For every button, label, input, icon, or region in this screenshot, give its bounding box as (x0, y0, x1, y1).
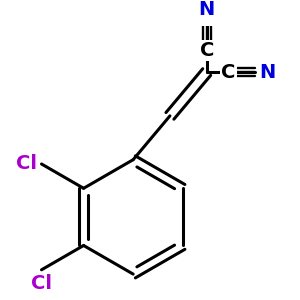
Text: N: N (260, 63, 276, 82)
Text: Cl: Cl (31, 274, 52, 293)
Text: C: C (221, 63, 236, 82)
Text: C: C (200, 41, 214, 60)
Text: Cl: Cl (16, 154, 38, 173)
Text: N: N (199, 0, 215, 19)
